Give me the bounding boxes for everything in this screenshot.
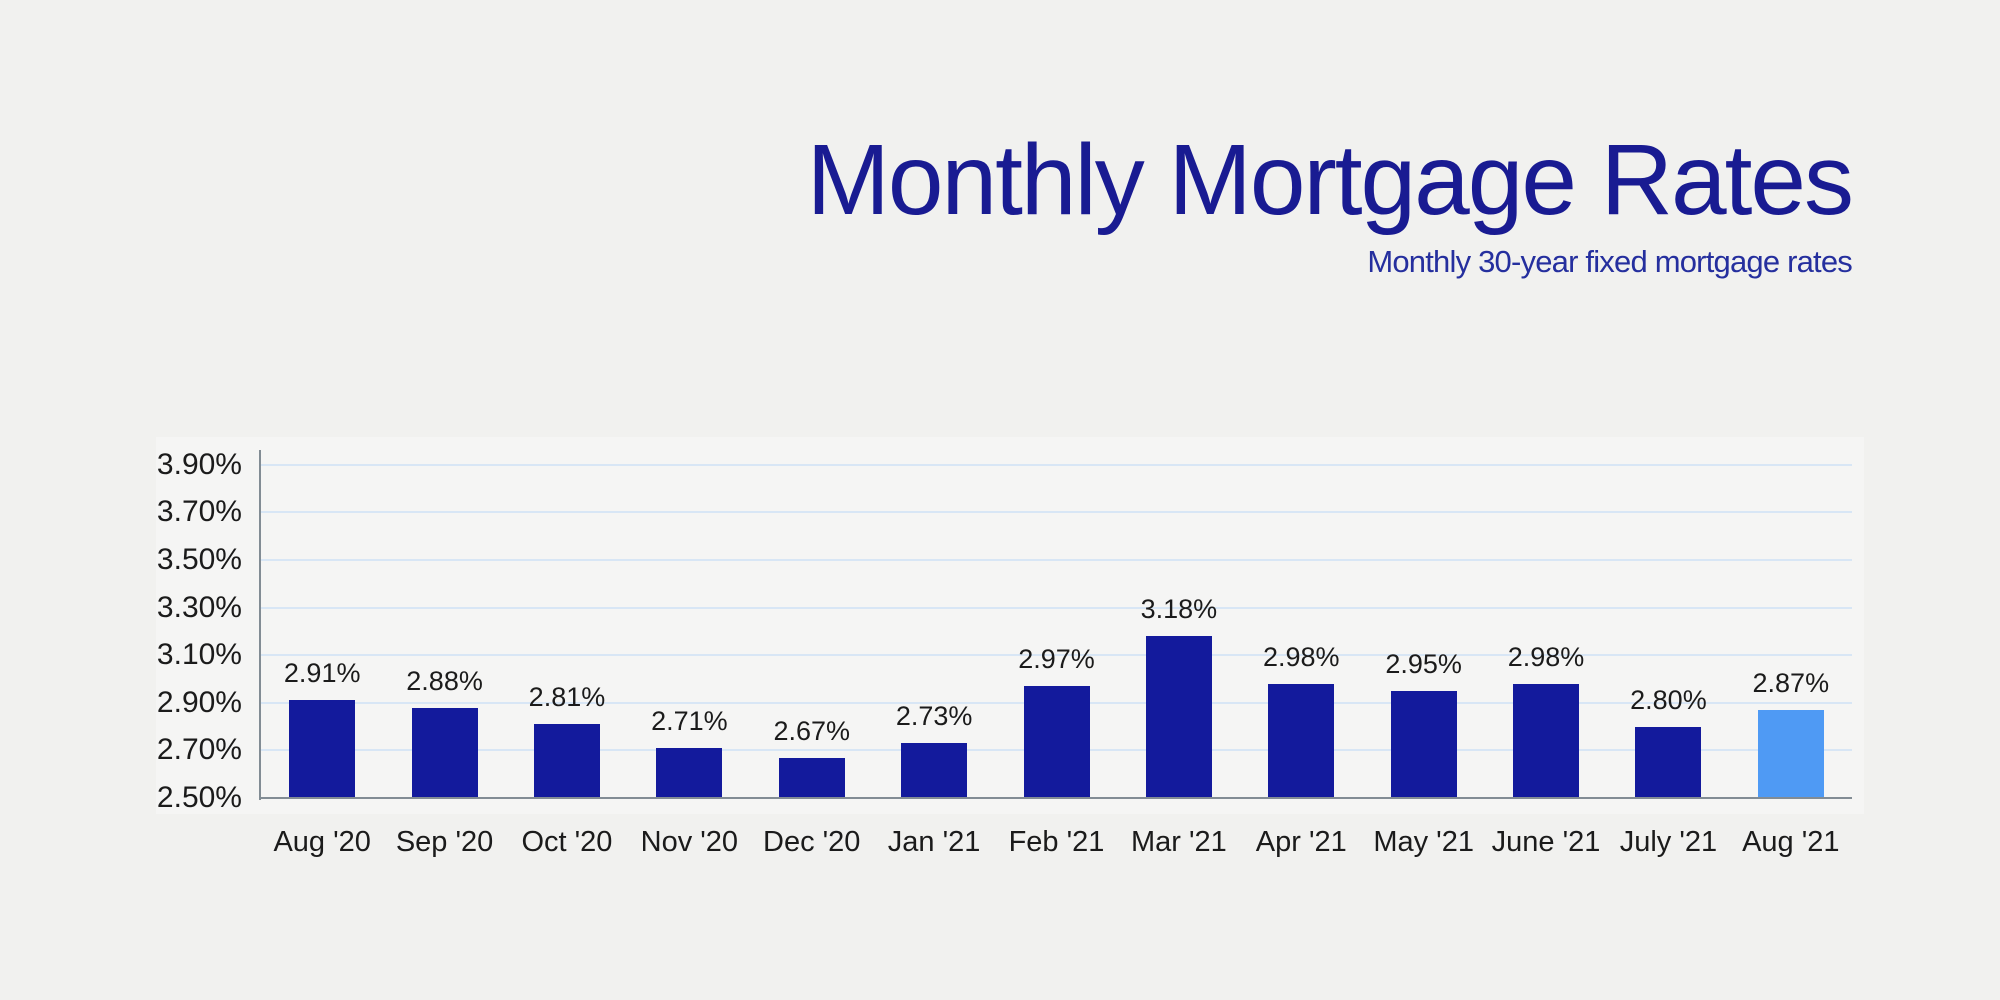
bar-value-label: 2.81% [528,682,606,713]
x-category-label: Nov '20 [640,826,739,858]
bar-value-label: 2.71% [651,706,728,737]
bar-value-label: 2.80% [1630,684,1707,715]
y-gridline [261,606,1852,609]
chart-subtitle: Monthly 30-year fixed mortgage rates [1367,244,1852,279]
y-tick-label: 2.50% [156,781,242,814]
y-tick-label: 3.50% [156,543,242,576]
x-axis-line [259,797,1852,799]
x-category-label: Oct '20 [521,826,613,858]
y-gridline [261,559,1852,561]
bar-oct-20 [533,724,600,798]
x-category-label: Jan '21 [887,826,981,858]
bar-value-label: 2.91% [283,658,361,689]
chart-title: Monthly Mortgage Rates [806,124,1854,236]
bar-feb-21 [1023,686,1090,798]
bar-jan-21 [901,743,968,798]
y-tick-label: 3.90% [156,447,242,481]
bar-value-label: 2.73% [895,701,973,732]
y-tick-label: 2.70% [156,733,242,767]
x-category-label: Feb '21 [1008,826,1105,858]
y-tick-label: 3.10% [156,638,242,672]
x-category-label: Dec '20 [763,826,861,858]
y-tick-label: 3.70% [156,495,242,529]
x-category-label: Apr '21 [1255,826,1347,858]
x-category-label: Aug '21 [1742,826,1840,858]
bar-value-label: 2.95% [1385,648,1462,679]
bar-value-label: 2.98% [1507,641,1585,672]
bar-aug-21 [1757,709,1824,798]
y-gridline [261,654,1852,657]
x-category-label: May '21 [1373,826,1474,858]
bar-may-21 [1390,690,1457,798]
bar-value-label: 3.18% [1140,594,1218,625]
y-tick-label: 3.30% [156,590,242,624]
bar-dec-20 [778,757,845,798]
bar-sep-20 [411,707,478,798]
bar-value-label: 2.97% [1018,644,1095,675]
bar-value-label: 2.88% [406,665,483,696]
y-gridline [261,511,1852,514]
x-category-label: July '21 [1619,826,1718,858]
bar-aug-20 [289,700,356,798]
y-axis-line [259,450,261,800]
bar-nov-20 [656,748,723,798]
bar-value-label: 2.67% [773,715,850,746]
x-category-label: Mar '21 [1130,826,1227,858]
bar-apr-21 [1268,683,1335,798]
bar-july-21 [1635,726,1702,798]
bar-value-label: 2.98% [1262,641,1340,672]
x-category-label: Aug '20 [273,826,371,858]
bar-mar-21 [1145,636,1212,798]
x-category-label: June '21 [1491,826,1601,858]
bar-value-label: 2.87% [1752,667,1830,698]
y-tick-label: 2.90% [156,685,242,719]
y-gridline [261,463,1852,466]
bar-june-21 [1513,683,1580,798]
x-category-label: Sep '20 [395,826,494,858]
